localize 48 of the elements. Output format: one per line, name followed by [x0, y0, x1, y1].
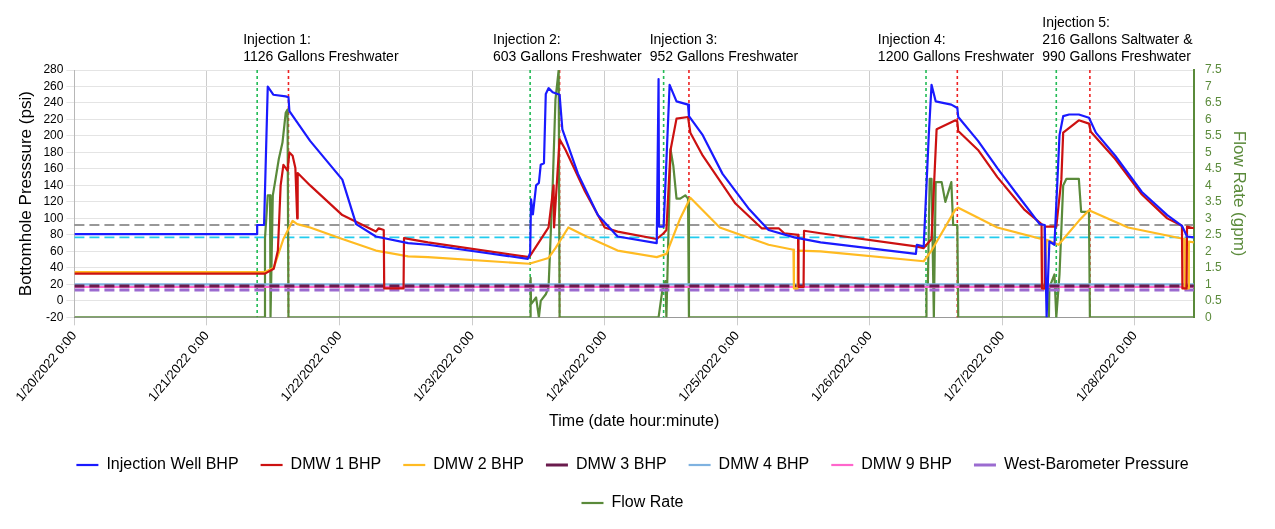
- y-tick-label: 60: [50, 243, 64, 258]
- y-tick-label: 40: [50, 260, 64, 275]
- y2-tick-label: 2: [1204, 243, 1212, 258]
- y2-tick-label: 5: [1204, 144, 1212, 159]
- y-axis-title: Bottomhole Presssure (psi): [15, 91, 35, 297]
- y-tick-label: 220: [43, 111, 64, 126]
- y2-tick-label: 1.5: [1204, 260, 1222, 275]
- legend-label: DMW 3 BHP: [575, 455, 667, 473]
- text: Injection 4: 1200 Gallons Freshwater: [877, 30, 1035, 64]
- x-axis-title: Time (date hour:minute): [549, 411, 720, 429]
- legend-label: West-Barometer Pressure: [1003, 455, 1189, 473]
- y-tick-label: 240: [43, 95, 64, 110]
- y-tick-label: 200: [43, 128, 64, 143]
- y2-tick-label: 3: [1204, 210, 1212, 225]
- text: Injection 1: 1126 Gallons Freshwater: [243, 30, 399, 64]
- y2-tick-label: 4: [1204, 177, 1212, 192]
- y-tick-label: 120: [43, 194, 64, 209]
- y2-tick-label: 1: [1204, 276, 1212, 291]
- text: Injection 2: 603 Gallons Freshwater: [493, 30, 642, 64]
- y2-tick-label: 3.5: [1204, 194, 1222, 209]
- legend-label: DMW 2 BHP: [433, 455, 524, 473]
- legend-label: Injection Well BHP: [106, 455, 239, 473]
- legend-label: Flow Rate: [611, 493, 684, 511]
- y-tick-label: 20: [50, 276, 64, 291]
- y2-axis-title: Flow Rate (gpm): [1230, 130, 1250, 257]
- legend-label: DMW 1 BHP: [290, 455, 382, 473]
- y-tick-label: 280: [43, 62, 64, 77]
- y2-tick-label: 7.5: [1204, 62, 1222, 77]
- y2-tick-label: 4.5: [1204, 161, 1222, 176]
- y-tick-label: -20: [46, 309, 64, 324]
- y2-tick-label: 0.5: [1204, 293, 1222, 308]
- y-tick-label: 0: [56, 293, 64, 308]
- y2-tick-label: 2.5: [1204, 227, 1222, 242]
- y2-tick-label: 0: [1204, 309, 1212, 324]
- text: Injection 3: 952 Gallons Freshwater: [649, 30, 799, 64]
- legend-label: DMW 4 BHP: [718, 455, 810, 473]
- y-tick-label: 180: [43, 144, 64, 159]
- y2-tick-label: 6: [1204, 111, 1212, 126]
- y-tick-label: 80: [50, 227, 64, 242]
- text: Injection 5: 216 Gallons Saltwater & 990 Gallons Freshwater: [1042, 13, 1194, 64]
- y-tick-label: 100: [43, 210, 64, 225]
- y-tick-label: 260: [43, 78, 64, 93]
- y2-tick-label: 6.5: [1204, 95, 1222, 110]
- legend-label: DMW 9 BHP: [861, 455, 952, 473]
- y-tick-label: 160: [43, 161, 64, 176]
- y2-tick-label: 7: [1204, 78, 1212, 93]
- y2-tick-label: 5.5: [1204, 128, 1222, 143]
- y-tick-label: 140: [43, 177, 64, 192]
